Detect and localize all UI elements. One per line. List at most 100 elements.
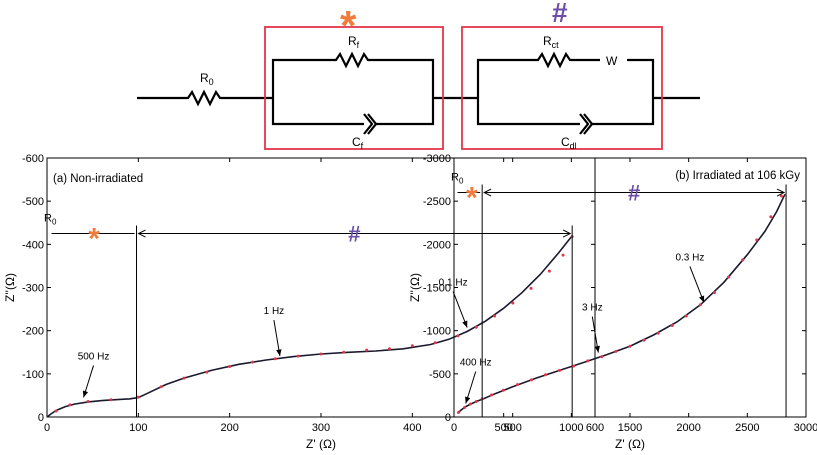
data-point xyxy=(342,350,346,354)
r0-marker-label: R0 xyxy=(451,172,464,186)
data-point xyxy=(468,402,472,406)
data-point xyxy=(54,409,58,413)
annotation-arrowhead xyxy=(462,320,468,328)
y-tick-label: -400 xyxy=(22,239,44,251)
data-point xyxy=(456,334,460,338)
data-point xyxy=(614,349,618,353)
arrowhead-right xyxy=(776,188,786,197)
frequency-annotation: 1 Hz xyxy=(264,306,285,317)
x-tick-label: 100 xyxy=(129,422,147,434)
x-tick-label: 2500 xyxy=(735,422,759,434)
data-point xyxy=(572,364,576,368)
data-point xyxy=(586,359,590,363)
y-axis-label: Z''(Ω) xyxy=(408,273,422,302)
data-point xyxy=(547,269,551,273)
data-point xyxy=(544,373,548,377)
data-point xyxy=(501,388,505,392)
data-point xyxy=(86,399,90,403)
panel-label: (b) Irradiated at 106 kGy xyxy=(675,170,800,182)
data-point xyxy=(727,275,731,279)
x-tick-label: 600 xyxy=(586,422,604,434)
arrowhead-left xyxy=(137,229,146,238)
data-point xyxy=(463,406,467,410)
y-tick-label: -200 xyxy=(22,326,44,338)
data-point xyxy=(182,376,186,380)
data-point xyxy=(273,357,277,361)
x-tick-label: 200 xyxy=(220,422,238,434)
frequency-annotation: 0.3 Hz xyxy=(675,252,704,263)
data-point xyxy=(755,238,759,242)
data-point xyxy=(319,352,323,356)
x-tick-label: 400 xyxy=(403,422,421,434)
x-tick-label: 1000 xyxy=(559,422,583,434)
cf-label: Cf xyxy=(352,135,364,151)
y-tick-label: -100 xyxy=(22,369,44,381)
y-tick-label: 0 xyxy=(38,412,44,424)
data-point xyxy=(251,360,254,364)
r0-marker-label-sub: 0 xyxy=(52,218,57,227)
x-tick-label: 0 xyxy=(451,422,457,434)
x-tick-label: 500 xyxy=(503,422,521,434)
data-point xyxy=(365,348,369,352)
data-point xyxy=(741,258,745,262)
x-tick-label: 1500 xyxy=(618,422,642,434)
data-point xyxy=(600,355,604,359)
data-point xyxy=(642,338,646,342)
data-point xyxy=(529,378,533,382)
r0-marker-label-main: R xyxy=(451,172,459,184)
plot-frame xyxy=(46,157,596,418)
x-tick-label: 500 xyxy=(494,422,512,434)
rct-label: Rct xyxy=(543,34,559,50)
data-point xyxy=(490,393,494,397)
y-tick-label: -600 xyxy=(22,153,44,165)
y-tick-label: 0 xyxy=(445,412,451,424)
hash-marker: # xyxy=(628,181,640,206)
data-point xyxy=(511,301,515,305)
annotation-arrowhead xyxy=(465,396,471,404)
rct-branch xyxy=(476,51,655,98)
hash-marker: # xyxy=(348,222,360,247)
r0-marker-label: R0 xyxy=(44,213,57,227)
data-point xyxy=(474,325,478,329)
y-tick-label: -3000 xyxy=(423,153,451,165)
data-point xyxy=(159,385,163,389)
r0-marker-label-main: R xyxy=(44,213,52,225)
data-point xyxy=(493,314,497,318)
annotation-arrowhead xyxy=(594,345,600,353)
data-point xyxy=(296,354,300,358)
x-tick-label: 0 xyxy=(44,422,50,434)
w-label: W xyxy=(606,54,618,68)
data-point xyxy=(769,215,773,219)
cdl-label: Cdl xyxy=(561,135,577,151)
y-tick-label: -300 xyxy=(22,283,44,295)
panel-label: (a) Non-irradiated xyxy=(53,173,143,185)
hash-symbol: # xyxy=(552,0,568,28)
data-point xyxy=(205,370,209,374)
data-point xyxy=(684,314,688,318)
r0-label: R0 xyxy=(200,71,214,87)
annotation-arrowhead xyxy=(82,390,89,398)
x-axis-label: Z' (Ω) xyxy=(306,437,336,451)
data-point xyxy=(68,403,72,407)
y-tick-label: -1000 xyxy=(423,326,451,338)
data-point xyxy=(712,291,716,295)
data-point xyxy=(388,347,391,351)
data-point xyxy=(779,194,783,198)
y-tick-label: -1500 xyxy=(423,283,451,295)
x-axis-label: Z' (Ω) xyxy=(615,437,645,451)
star-marker: * xyxy=(466,182,478,215)
x-tick-label: 300 xyxy=(312,422,330,434)
data-point xyxy=(515,383,519,387)
data-point xyxy=(656,331,660,335)
annotation-arrowhead xyxy=(699,295,705,303)
hash-box xyxy=(461,26,663,150)
data-point xyxy=(228,364,232,368)
data-point xyxy=(410,344,414,348)
data-point xyxy=(109,398,113,402)
arrowhead-right xyxy=(562,229,572,238)
rf-branch xyxy=(271,51,435,98)
data-point xyxy=(670,323,674,327)
data-point xyxy=(561,253,565,257)
frequency-annotation: 400 Hz xyxy=(460,358,492,369)
